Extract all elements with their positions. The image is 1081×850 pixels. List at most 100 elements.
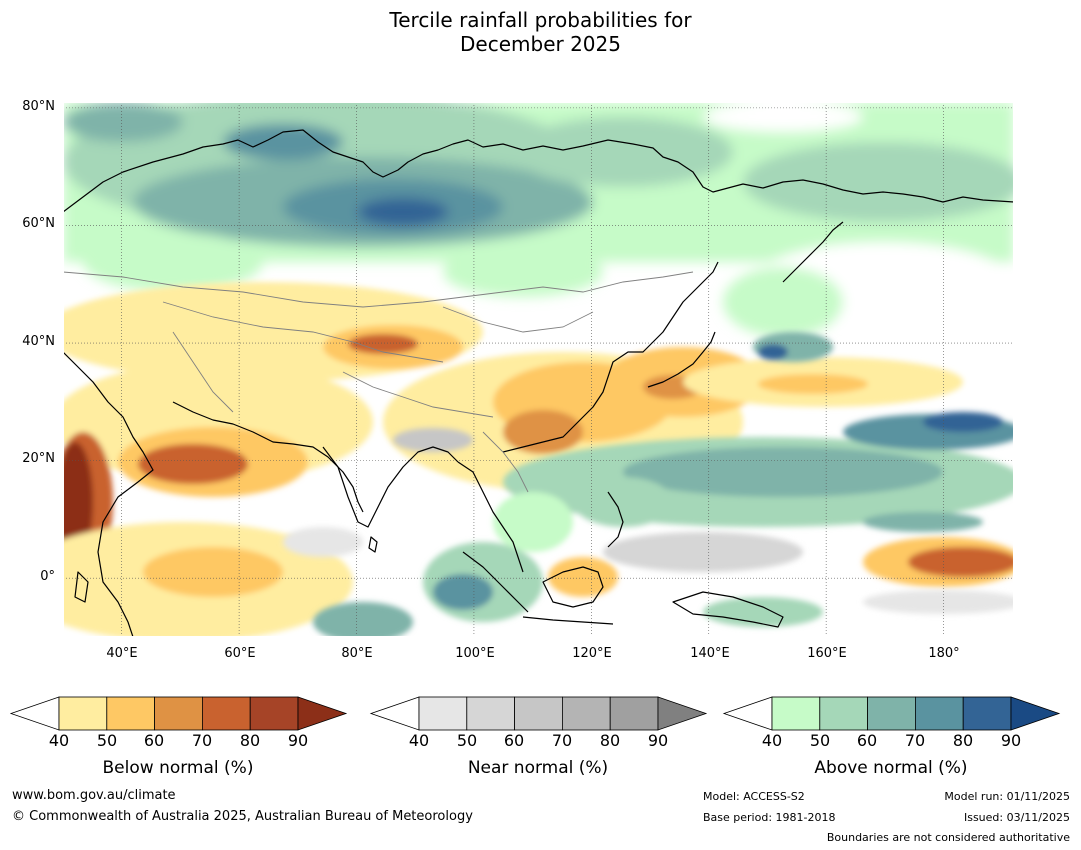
- cbar-above-tick-40: 40: [761, 731, 783, 750]
- coastline-southeast-asia: [457, 461, 524, 573]
- boundary-indochina: [482, 431, 529, 493]
- cbar-above-tick-60: 60: [856, 731, 878, 750]
- colorbar-near-normal: [369, 696, 708, 731]
- colorbar-segment: [562, 696, 611, 731]
- footer-model: Model: ACCESS-S2: [703, 790, 805, 803]
- lon-label-180: 180°: [928, 646, 960, 661]
- lat-label-0: 0°: [40, 569, 55, 584]
- cbar-below-tick-70: 70: [191, 731, 213, 750]
- colorbar-high-arrow: [297, 696, 348, 731]
- cbar-below-tick-40: 40: [48, 731, 70, 750]
- colorbar-segment: [249, 696, 299, 731]
- lon-label-140e: 140°E: [690, 646, 730, 661]
- lon-label-80e: 80°E: [341, 646, 373, 661]
- coastline-sumatra: [462, 551, 529, 613]
- boundary-himalaya: [342, 371, 494, 418]
- cbar-near-title: Near normal (%): [467, 758, 609, 778]
- colorbars: [9, 696, 1061, 731]
- above-normal-tropics: [313, 332, 1014, 637]
- footer-disclaimer: Boundaries are not considered authoritat…: [826, 831, 1070, 844]
- coastline-persian-gulf: [172, 401, 364, 513]
- colorbar-segment: [771, 696, 821, 731]
- coastline-arctic-europe: [63, 129, 1014, 213]
- boundary-mongolia: [442, 306, 594, 333]
- footer-model-run: Model run: 01/11/2025: [944, 790, 1070, 803]
- cbar-below-tick-50: 50: [96, 731, 118, 750]
- colorbar-high-arrow: [657, 696, 708, 731]
- colorbar-segment: [962, 696, 1012, 731]
- colorbar-segment: [201, 696, 251, 731]
- coastline-china-east: [502, 261, 719, 453]
- colorbar-segment: [819, 696, 868, 731]
- coastline-madagascar: [74, 571, 89, 603]
- colorbar-low-arrow: [9, 696, 60, 731]
- boundary-iran: [172, 331, 234, 413]
- lon-label-100e: 100°E: [455, 646, 495, 661]
- cbar-near-tick-40: 40: [408, 731, 430, 750]
- coastline-sri-lanka: [368, 536, 378, 553]
- coastlines: [63, 129, 1014, 637]
- cbar-near-tick-50: 50: [456, 731, 478, 750]
- coastline-arabia-africa: [63, 351, 154, 637]
- footer-base-period: Base period: 1981-2018: [703, 811, 836, 824]
- colorbar-segment: [58, 696, 108, 731]
- map-canvas: [63, 102, 1014, 637]
- colorbar-segment: [466, 696, 515, 731]
- cbar-above-tick-90: 90: [1000, 731, 1022, 750]
- cbar-above-tick-70: 70: [904, 731, 926, 750]
- coastline-java: [522, 616, 614, 625]
- colorbar-segment: [154, 696, 203, 731]
- above-normal-region: [63, 102, 1014, 337]
- coastline-kamchatka: [782, 221, 844, 283]
- lon-label-40e: 40°E: [106, 646, 138, 661]
- colorbar-segment: [867, 696, 916, 731]
- cbar-near-tick-70: 70: [551, 731, 573, 750]
- map-title: Tercile rainfall probabilities for Decem…: [0, 8, 1081, 56]
- colorbar-above-normal: [722, 696, 1061, 731]
- boundary-central-asia: [162, 301, 444, 363]
- coastline-new-guinea: [672, 591, 784, 628]
- coastline-philippines: [607, 491, 624, 548]
- colorbar-segment: [915, 696, 964, 731]
- map-border: [63, 102, 1014, 637]
- below-normal-region: [63, 282, 1014, 637]
- footer-copyright: © Commonwealth of Australia 2025, Austra…: [12, 809, 473, 824]
- cbar-near-tick-60: 60: [503, 731, 525, 750]
- cbar-near-tick-80: 80: [599, 731, 621, 750]
- country-boundaries: [63, 271, 694, 493]
- colorbar-high-arrow: [1010, 696, 1061, 731]
- colorbar-low-arrow: [369, 696, 420, 731]
- lon-label-60e: 60°E: [224, 646, 256, 661]
- title-line-2: December 2025: [460, 32, 621, 56]
- lat-label-20n: 20°N: [22, 451, 55, 466]
- coastline-japan: [647, 331, 716, 388]
- lat-label-60n: 60°N: [22, 216, 55, 231]
- colorbar-segment: [106, 696, 156, 731]
- footer-website: www.bom.gov.au/climate: [12, 788, 176, 803]
- cbar-above-tick-80: 80: [952, 731, 974, 750]
- lat-label-40n: 40°N: [22, 334, 55, 349]
- colorbar-segment: [418, 696, 468, 731]
- colorbar-segment: [514, 696, 563, 731]
- cbar-above-tick-50: 50: [809, 731, 831, 750]
- colorbar-below-normal: [9, 696, 348, 731]
- gridlines: [63, 102, 1014, 637]
- cbar-near-tick-90: 90: [647, 731, 669, 750]
- boundary-russia-south: [63, 271, 694, 308]
- probability-fields: [63, 102, 1014, 637]
- colorbar-segment: [609, 696, 659, 731]
- title-line-1: Tercile rainfall probabilities for: [389, 8, 692, 32]
- cbar-above-title: Above normal (%): [814, 758, 968, 778]
- coastline-india: [322, 446, 459, 528]
- cbar-below-tick-90: 90: [287, 731, 309, 750]
- near-normal-region: [283, 428, 1014, 614]
- cbar-below-tick-80: 80: [239, 731, 261, 750]
- cbar-below-title: Below normal (%): [102, 758, 254, 778]
- colorbar-low-arrow: [722, 696, 773, 731]
- lat-label-80n: 80°N: [22, 99, 55, 114]
- lon-label-160e: 160°E: [807, 646, 847, 661]
- footer-issued: Issued: 03/11/2025: [963, 811, 1070, 824]
- coastline-borneo: [542, 566, 604, 608]
- probability-map: [63, 102, 1014, 637]
- lon-label-120e: 120°E: [572, 646, 612, 661]
